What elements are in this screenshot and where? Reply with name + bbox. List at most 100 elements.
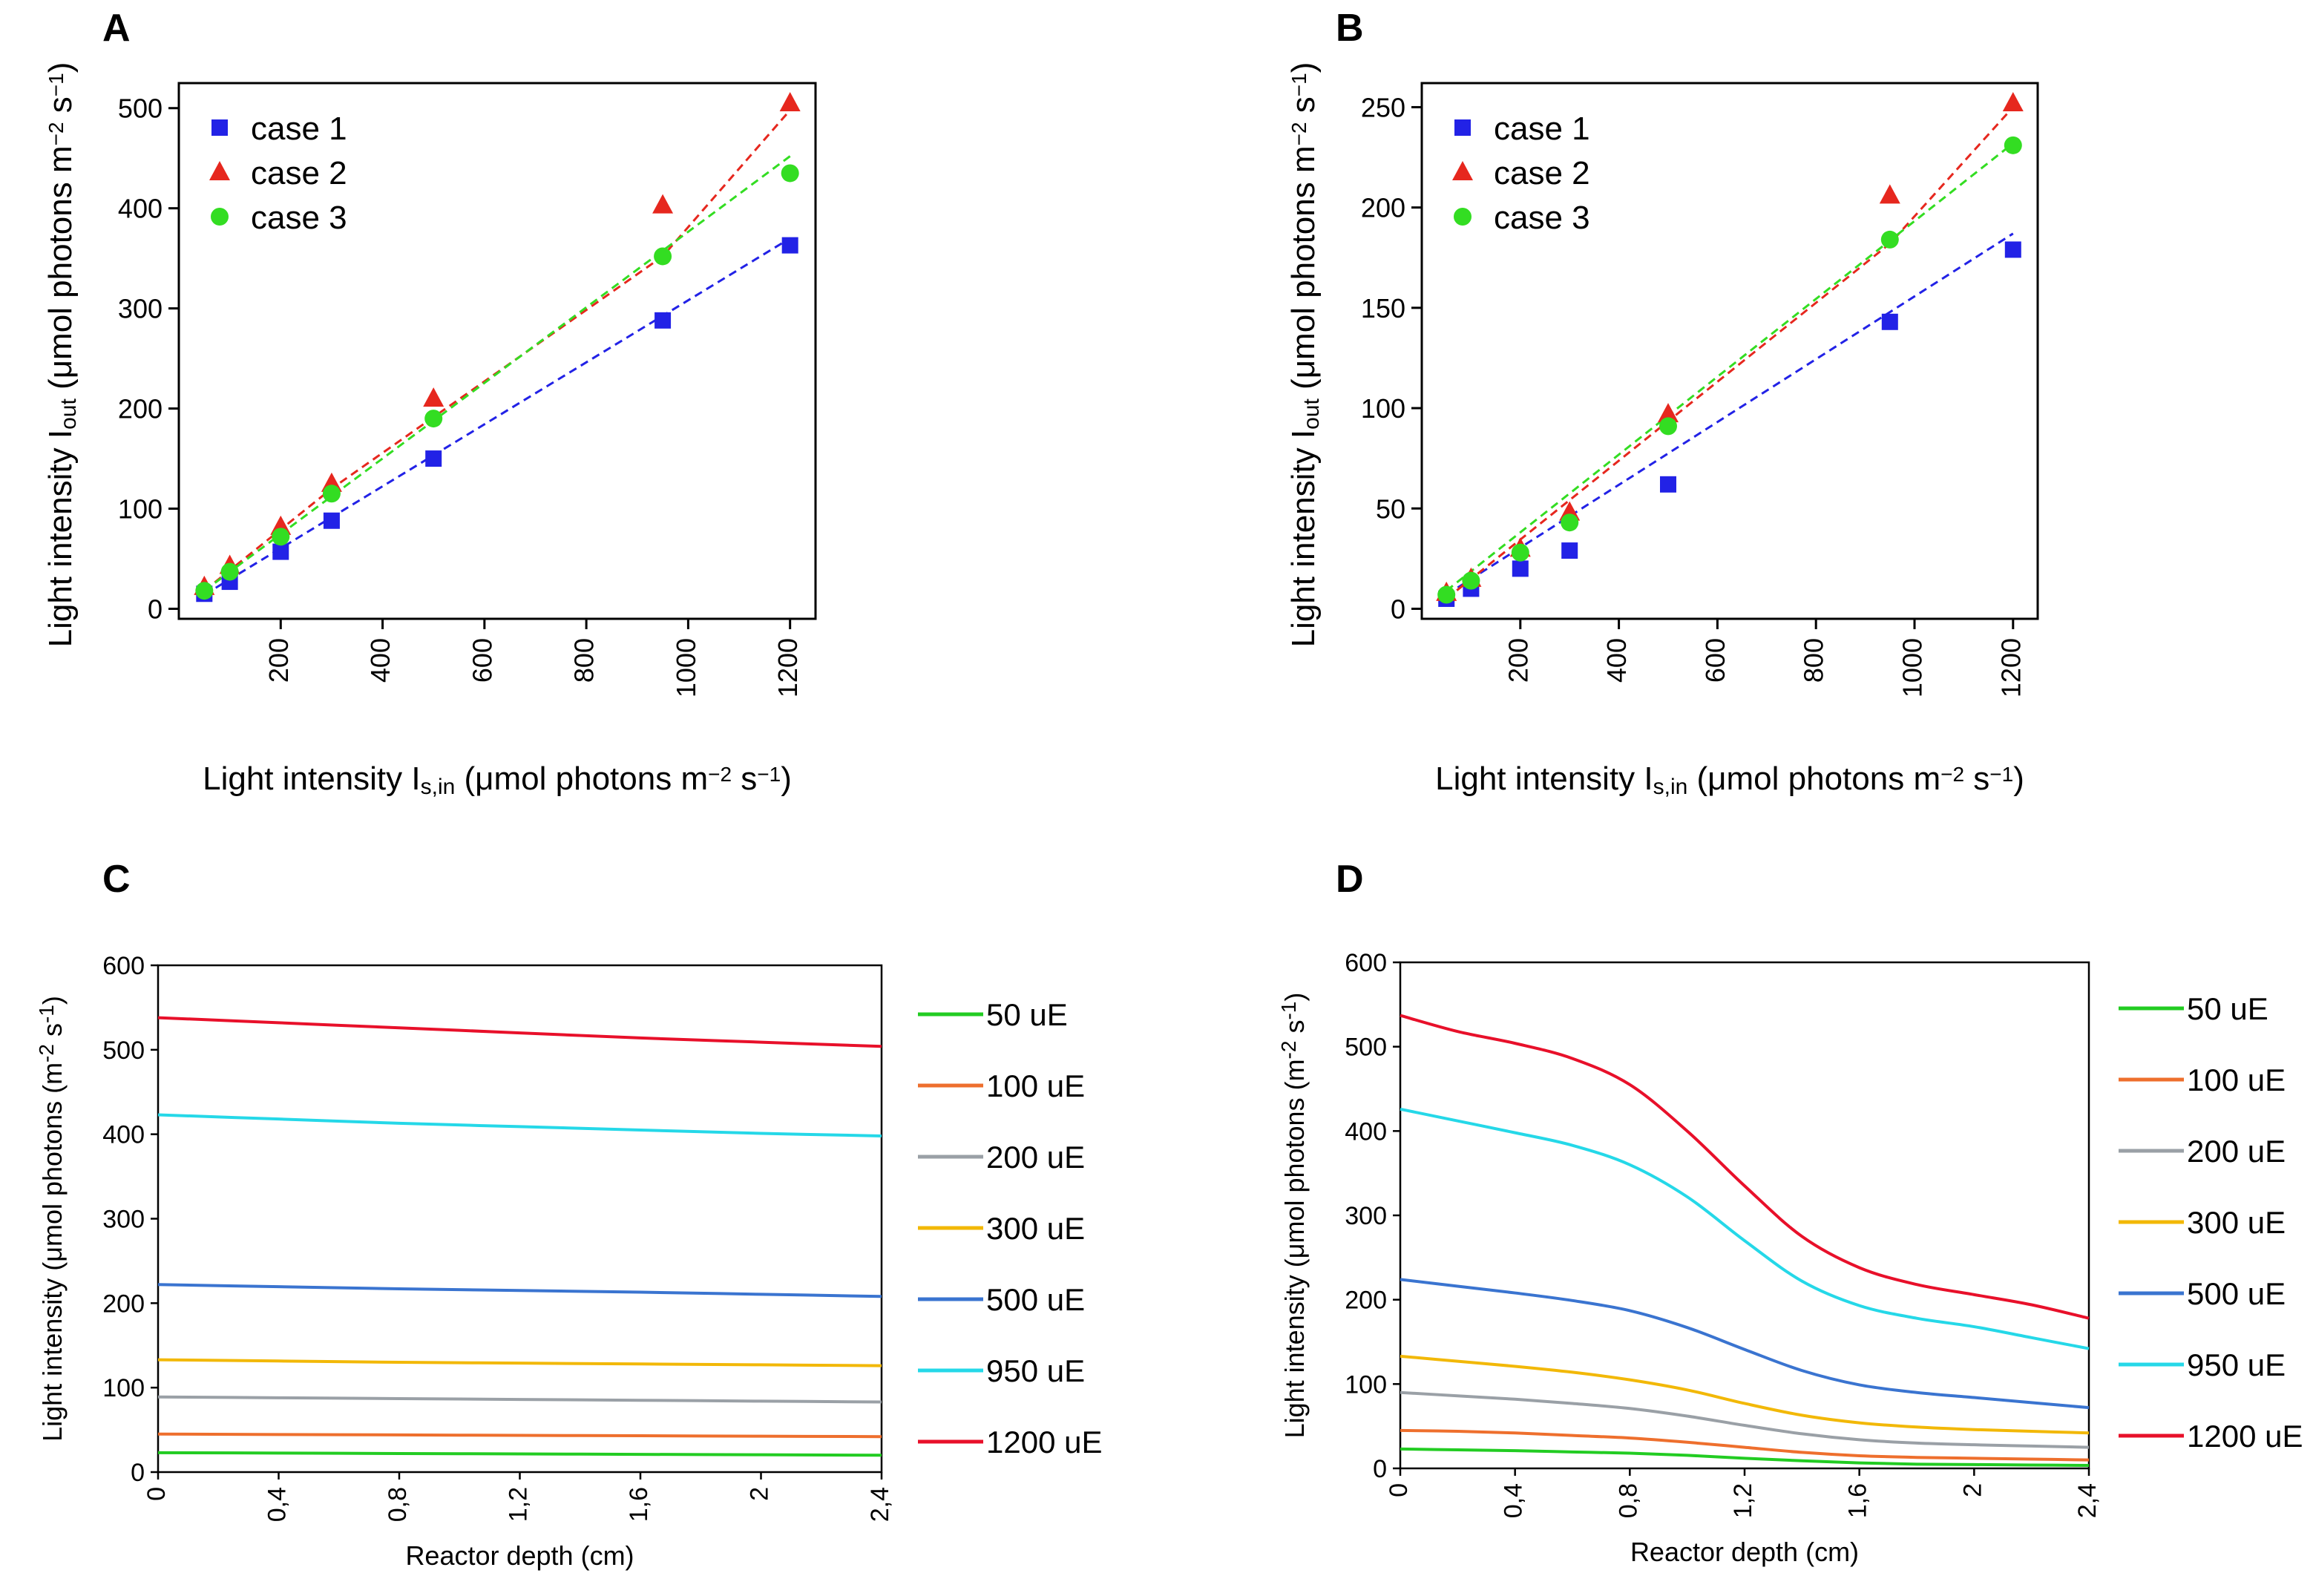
legend-label: 1200 uE <box>986 1425 1102 1459</box>
y-axis-label-part: −1 <box>45 73 68 96</box>
y-tick-label: 600 <box>1345 949 1387 977</box>
x-tick-label: 800 <box>1799 638 1829 683</box>
y-tick-label: 300 <box>118 294 163 324</box>
y-axis-label-part: Light intensity I <box>42 430 79 648</box>
x-axis-label-part: −1 <box>757 763 781 786</box>
legend-label: 200 uE <box>2187 1134 2286 1169</box>
legend-label: 100 uE <box>2187 1063 2286 1097</box>
legend-label: case 1 <box>251 111 347 147</box>
y-axis-label-part: ) <box>1279 993 1310 1002</box>
legend-label: 200 uE <box>986 1140 1085 1175</box>
case-2-point <box>1658 403 1679 423</box>
y-tick-label: 0 <box>131 1459 145 1487</box>
legend-label: 500 uE <box>2187 1276 2286 1311</box>
x-axis-label-part: s <box>1964 761 1989 797</box>
y-axis-label: Light intensity Iout (μmol photons m−2 s… <box>1285 62 1324 648</box>
panel-letter-d: D <box>1336 858 1364 901</box>
x-axis-label: Light intensity Is,in (μmol photons m−2 … <box>1435 761 2024 799</box>
panel-letter-a: A <box>102 7 131 50</box>
legend-marker-case-2 <box>1452 161 1473 180</box>
case-3-point <box>654 247 672 266</box>
y-tick-label: 0 <box>1391 594 1405 624</box>
x-tick-label: 0,8 <box>384 1487 412 1522</box>
x-tick-label: 1000 <box>1897 638 1928 697</box>
series-line-50-uE <box>157 1451 882 1457</box>
case-3-point <box>781 164 799 183</box>
y-axis-label-part: ) <box>1285 62 1322 73</box>
case-1-point <box>425 450 442 467</box>
legend-label: case 3 <box>1494 200 1590 236</box>
y-axis-label-part: s <box>1279 1020 1310 1041</box>
legend-label: case 1 <box>1494 111 1590 147</box>
y-tick-label: 100 <box>102 1374 145 1402</box>
x-tick-label: 0 <box>1385 1483 1413 1497</box>
x-axis-label-part: ) <box>2013 761 2024 797</box>
x-tick-label: 0,8 <box>1614 1483 1642 1518</box>
series-line-200-uE <box>1400 1390 2090 1449</box>
x-tick-label: 1,2 <box>1729 1483 1757 1518</box>
x-tick-label: 200 <box>1503 638 1533 683</box>
y-axis-label-part: (μmol photons m <box>1285 145 1322 398</box>
series-line-950-uE <box>1400 1107 2090 1350</box>
case-1-point <box>1561 542 1578 559</box>
legend-label: 500 uE <box>986 1282 1085 1317</box>
series-line-500-uE <box>157 1283 882 1298</box>
case-3-point <box>272 528 290 546</box>
x-tick-label: 400 <box>1601 638 1632 683</box>
x-tick-label: 200 <box>263 638 294 683</box>
x-tick-label: 0,4 <box>1500 1483 1528 1518</box>
y-axis-label-part: Light intensity I <box>1285 430 1322 648</box>
y-tick-label: 600 <box>102 952 145 980</box>
x-tick-label: 600 <box>1700 638 1730 683</box>
y-tick-label: 150 <box>1361 293 1405 324</box>
y-axis-label-part: Light intensity (μmol photons (m <box>1279 1059 1310 1438</box>
y-tick-label: 100 <box>118 494 163 525</box>
case-3-point <box>322 485 341 503</box>
legend-marker-case-1 <box>211 119 228 136</box>
legend-label: case 2 <box>251 155 347 191</box>
x-axis-label-part: (μmol photons m <box>1687 761 1940 797</box>
legend-marker-case-2 <box>209 161 230 180</box>
panel-d-line-chart: 0 0,4 0,8 1,2 1,6 2 2,4 0 100 200 300 400 500 600 50 u… <box>1277 949 2303 1567</box>
x-axis-label-part: ) <box>781 761 792 797</box>
legend-label: case 3 <box>251 200 347 236</box>
legend-marker-case-1 <box>1454 119 1471 136</box>
y-axis-label: Light intensity (μmol photons (m-2 s-1) <box>1277 993 1310 1439</box>
x-axis-label: Reactor depth (cm) <box>1630 1537 1859 1567</box>
plot-frame <box>177 82 817 620</box>
case-3-point <box>220 562 239 581</box>
series-line-1200-uE <box>157 1016 882 1048</box>
x-tick-label: 1000 <box>671 638 701 697</box>
legend-label: case 2 <box>1494 155 1590 191</box>
series-line-300-uE <box>157 1358 882 1367</box>
y-axis-label-part: s <box>37 1023 68 1044</box>
y-axis-label-part: -1 <box>35 1005 58 1023</box>
legend-label: 100 uE <box>986 1068 1085 1103</box>
case-3-point <box>1659 417 1677 436</box>
fit-line-case-3 <box>203 155 791 592</box>
y-axis-label-part: s <box>42 96 79 122</box>
x-axis-label-part: −2 <box>708 763 732 786</box>
y-axis-label-part: −2 <box>1287 122 1310 145</box>
x-tick-label: 2,4 <box>866 1487 894 1522</box>
fit-line-case-1 <box>1446 232 2014 596</box>
plot-frame <box>1420 82 2039 620</box>
y-tick-label: 200 <box>118 394 163 424</box>
case-1-point <box>323 512 340 529</box>
case-1-point <box>654 312 672 329</box>
y-axis-label-part: s <box>1285 96 1322 122</box>
case-2-point <box>423 387 444 407</box>
y-tick-label: 300 <box>1345 1202 1387 1230</box>
y-tick-label: 0 <box>148 594 163 625</box>
y-axis-label-part: Light intensity (μmol photons (m <box>37 1063 68 1442</box>
x-tick-label: 1200 <box>1995 638 2026 697</box>
case-3-point <box>1561 513 1579 532</box>
x-tick-label: 2 <box>1958 1483 1986 1497</box>
panel-c-line-chart: 0 0,4 0,8 1,2 1,6 2 2,4 0 100 200 300 400 500 600 50 u… <box>35 952 1103 1571</box>
case-3-point <box>1462 571 1480 590</box>
x-axis-label-part: s <box>732 761 757 797</box>
x-tick-label: 2,4 <box>2073 1483 2102 1518</box>
series-line-100-uE <box>1400 1428 2090 1462</box>
y-axis-label-part: −1 <box>1287 73 1310 96</box>
y-axis-label-part: −2 <box>45 122 68 145</box>
